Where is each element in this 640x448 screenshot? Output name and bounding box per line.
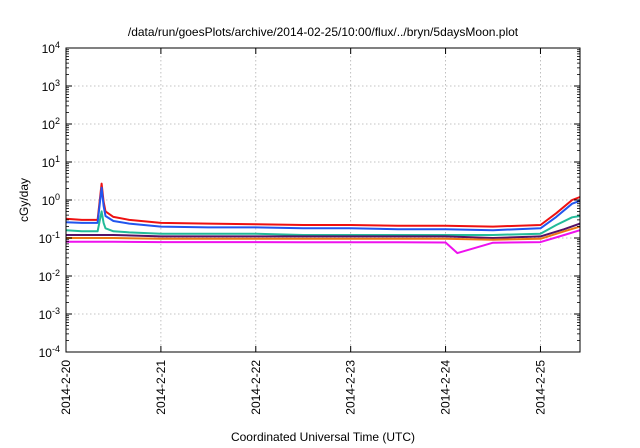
y-tick-label: 10-4	[39, 344, 60, 360]
y-tick-base: 10	[39, 270, 53, 284]
y-tick-base: 10	[42, 42, 56, 56]
y-tick-label: 102	[42, 116, 60, 132]
chart-title: /data/run/goesPlots/archive/2014-02-25/1…	[128, 25, 519, 39]
y-axis-label: cGy/day	[17, 178, 31, 222]
x-tick-label: 2014-2-25	[533, 360, 547, 415]
y-tick-base: 10	[42, 194, 56, 208]
x-tick-label: 2014-2-22	[249, 360, 263, 415]
y-tick-exponent: 1	[55, 154, 60, 164]
series-line-6	[66, 229, 581, 255]
y-tick-base: 10	[42, 156, 56, 170]
series-line-4	[66, 222, 581, 239]
y-tick-exponent: -4	[52, 344, 60, 354]
x-tick-label: 2014-2-23	[344, 360, 358, 415]
y-tick-base: 10	[39, 308, 53, 322]
y-tick-label: 101	[42, 154, 60, 170]
y-tick-base: 10	[39, 346, 53, 360]
y-tick-exponent: 2	[55, 116, 60, 126]
x-tick-label: 2014-2-21	[154, 360, 168, 415]
y-tick-label: 103	[42, 78, 60, 94]
y-tick-exponent: -2	[52, 268, 60, 278]
series-line-1	[65, 182, 581, 228]
y-tick-exponent: 4	[55, 40, 60, 50]
series-line-2	[65, 186, 581, 232]
x-tick-label: 2014-2-20	[59, 360, 73, 415]
y-tick-label: 100	[42, 192, 60, 208]
y-tick-exponent: -1	[52, 230, 60, 240]
y-tick-label: 10-2	[39, 268, 60, 284]
y-tick-label: 10-3	[39, 306, 60, 322]
y-tick-base: 10	[42, 118, 56, 132]
y-tick-label: 10-1	[39, 230, 60, 246]
y-tick-label: 104	[42, 40, 60, 56]
y-tick-exponent: 3	[55, 78, 60, 88]
y-tick-base: 10	[42, 80, 56, 94]
y-tick-exponent: 0	[55, 192, 60, 202]
y-tick-base: 10	[39, 232, 53, 246]
x-tick-label: 2014-2-24	[439, 360, 453, 415]
y-tick-exponent: -3	[52, 306, 60, 316]
x-axis-ticks: 2014-2-20 2014-2-21 2014-2-22 2014-2-23 2014…	[59, 48, 547, 415]
series-line-5	[66, 225, 581, 241]
x-axis-label: Coordinated Universal Time (UTC)	[231, 430, 415, 444]
series-layer	[65, 182, 581, 255]
series-line-3	[65, 210, 581, 236]
